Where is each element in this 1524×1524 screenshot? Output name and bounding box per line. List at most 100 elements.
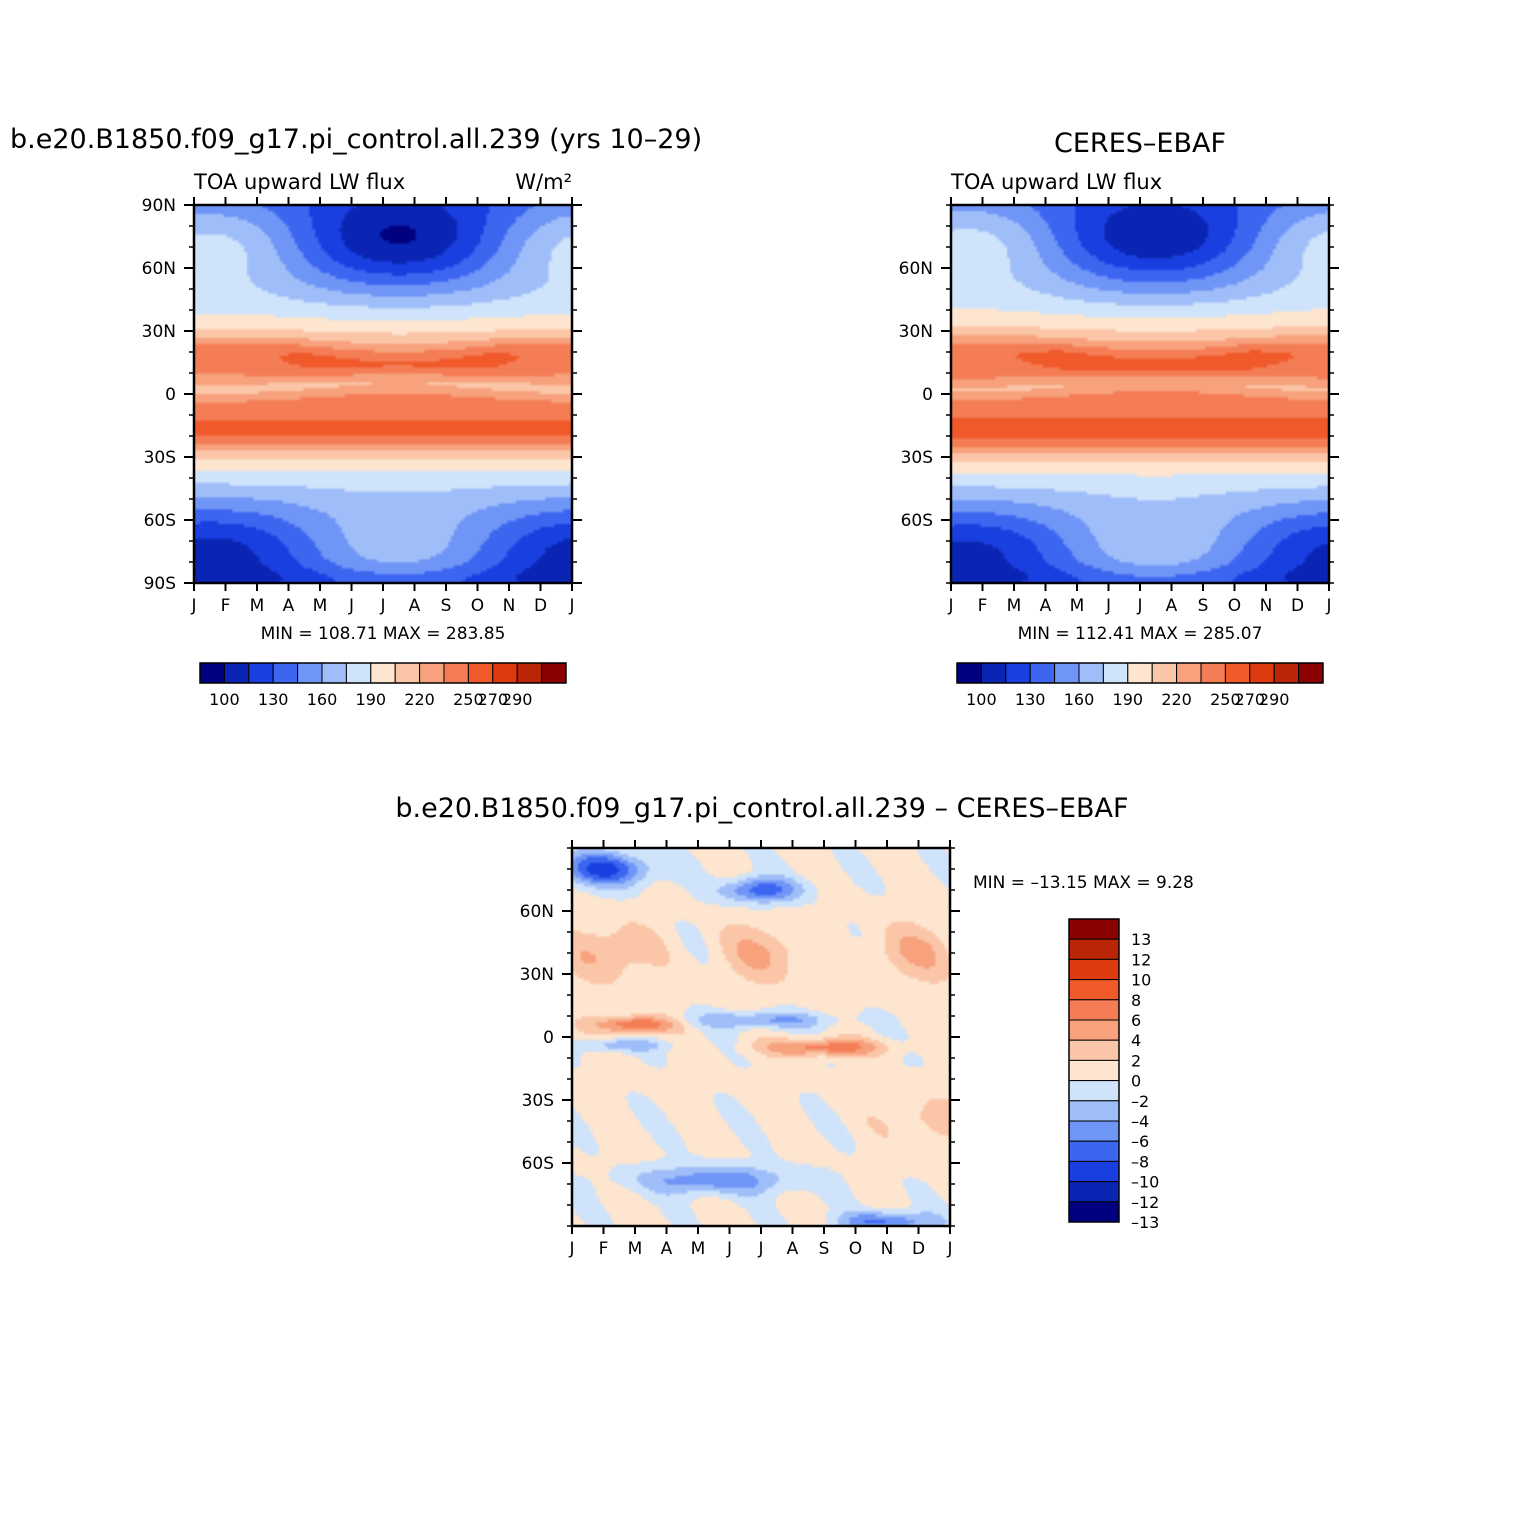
diff-colorbar-frame <box>1068 918 1120 1223</box>
diff-field-image <box>572 848 950 1226</box>
model-x-tick-label: M <box>313 596 328 616</box>
diff-colorbar-label: 12 <box>1131 950 1151 969</box>
model-colorbar-swatch <box>443 662 469 684</box>
obs-y-tick-label: 0 <box>922 385 933 405</box>
diff-y-tick-label: 0 <box>543 1028 554 1048</box>
model-colorbar-swatch <box>345 662 372 684</box>
diff-x-tick-label: J <box>726 1239 732 1259</box>
obs-x-tick-label: M <box>1070 596 1085 616</box>
obs-y-tick-label: 60S <box>901 511 933 531</box>
model-colorbar-swatch <box>321 662 347 684</box>
diff-colorbar-swatch <box>1068 979 1120 1001</box>
diff-colorbar-swatch <box>1068 1059 1120 1082</box>
diff-colorbar-label: 8 <box>1131 991 1141 1010</box>
model-y-tick-label: 90N <box>142 196 176 216</box>
diff-colorbar-label: –13 <box>1131 1213 1159 1232</box>
model-colorbar-label: 290 <box>502 690 533 709</box>
model-variable-label: TOA upward LW flux <box>193 170 405 194</box>
obs-x-tick-label: J <box>1136 596 1142 616</box>
model-colorbar-swatch <box>419 662 445 684</box>
obs-x-tick-label: J <box>947 596 953 616</box>
model-min-max: MIN = 108.71 MAX = 283.85 <box>261 624 506 644</box>
diff-colorbar-label: –8 <box>1131 1152 1149 1171</box>
obs-y-tick-label: 30N <box>899 322 933 342</box>
diff-x-tick-label: J <box>757 1239 763 1259</box>
model-colorbar-label: 270 <box>478 690 509 709</box>
model-colorbar-swatch <box>199 662 225 684</box>
diff-y-tick-label: 30N <box>520 965 554 985</box>
model-x-tick-label: A <box>409 596 421 616</box>
obs-colorbar-label: 100 <box>966 690 997 709</box>
obs-x-tick-label: S <box>1198 596 1209 616</box>
diff-y-tick-label: 60S <box>522 1154 554 1174</box>
diff-colorbar-swatch <box>1068 1201 1120 1223</box>
model-y-tick-label: 30N <box>142 322 176 342</box>
obs-colorbar-swatch <box>1078 662 1104 684</box>
diff-colorbar-label: –10 <box>1131 1173 1159 1192</box>
obs-colorbar-swatch <box>1054 662 1080 684</box>
model-colorbar-swatch <box>394 662 421 684</box>
model-x-tick-label: J <box>190 596 196 616</box>
diff-x-tick-label: A <box>661 1239 673 1259</box>
model-y-tick-label: 60S <box>144 511 176 531</box>
model-colorbar-swatch <box>272 662 299 684</box>
diff-x-tick-label: O <box>849 1239 862 1259</box>
model-x-tick-label: J <box>348 596 354 616</box>
obs-x-tick-label: O <box>1228 596 1241 616</box>
model-x-tick-label: F <box>221 596 231 616</box>
model-colorbar-label: 250 <box>453 690 484 709</box>
obs-colorbar-label: 160 <box>1064 690 1095 709</box>
obs-colorbar-swatch <box>1102 662 1129 684</box>
diff-colorbar-swatch <box>1068 1080 1120 1102</box>
obs-colorbar-swatch <box>956 662 982 684</box>
model-colorbar-label: 130 <box>258 690 289 709</box>
diff-colorbar-label: –12 <box>1131 1193 1159 1212</box>
model-y-tick-label: 0 <box>165 385 176 405</box>
model-colorbar-label: 160 <box>307 690 338 709</box>
obs-min-max: MIN = 112.41 MAX = 285.07 <box>1018 624 1263 644</box>
obs-colorbar-swatch <box>1005 662 1031 684</box>
model-colorbar-frame <box>199 662 567 684</box>
obs-x-tick-label: J <box>1325 596 1331 616</box>
model-x-tick-label: A <box>283 596 295 616</box>
model-field-image <box>194 205 572 583</box>
diff-colorbar-label: –4 <box>1131 1112 1149 1131</box>
diff-colorbar-label: –2 <box>1131 1092 1149 1111</box>
model-x-tick-label: D <box>534 596 547 616</box>
model-x-tick-label: J <box>568 596 574 616</box>
obs-x-tick-label: N <box>1260 596 1273 616</box>
obs-colorbar-label: 250 <box>1210 690 1241 709</box>
diff-x-tick-label: A <box>787 1239 799 1259</box>
diff-colorbar-label: –6 <box>1131 1132 1149 1151</box>
obs-x-tick-label: J <box>1105 596 1111 616</box>
diff-title: b.e20.B1850.f09_g17.pi_control.all.239 –… <box>395 793 1128 824</box>
obs-colorbar-label: 290 <box>1259 690 1290 709</box>
diff-colorbar-swatch <box>1068 1039 1120 1061</box>
obs-colorbar-swatch <box>980 662 1007 684</box>
diff-colorbar-swatch <box>1068 1160 1120 1183</box>
diff-x-tick-label: J <box>568 1239 574 1259</box>
obs-colorbar-swatch <box>1200 662 1226 684</box>
obs-colorbar-swatch <box>1029 662 1056 684</box>
diff-x-tick-label: M <box>691 1239 706 1259</box>
obs-colorbar-label: 130 <box>1015 690 1046 709</box>
model-colorbar-swatch <box>467 662 494 684</box>
diff-colorbar-label: 4 <box>1131 1031 1141 1050</box>
model-x-tick-label: O <box>471 596 484 616</box>
model-colorbar-swatch <box>516 662 543 684</box>
obs-colorbar-swatch <box>1151 662 1178 684</box>
obs-colorbar-label: 220 <box>1161 690 1192 709</box>
obs-colorbar-swatch <box>1176 662 1202 684</box>
model-y-tick-label: 30S <box>144 448 176 468</box>
obs-y-tick-label: 60N <box>899 259 933 279</box>
obs-colorbar-swatch <box>1249 662 1275 684</box>
obs-colorbar-label: 190 <box>1113 690 1144 709</box>
model-y-tick-label: 60N <box>142 259 176 279</box>
diff-x-tick-label: N <box>881 1239 894 1259</box>
obs-field-image <box>951 205 1329 583</box>
diff-colorbar-label: 2 <box>1131 1051 1141 1070</box>
diff-x-tick-label: F <box>599 1239 609 1259</box>
